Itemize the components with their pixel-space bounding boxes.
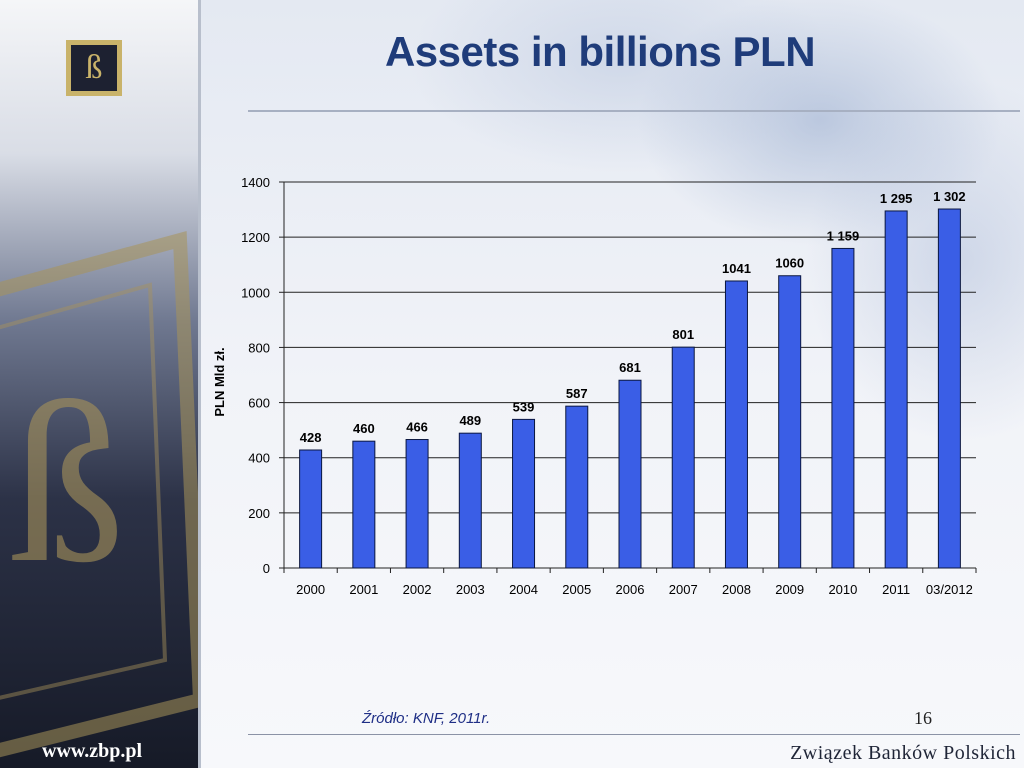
data-label: 1 302 <box>933 189 966 204</box>
data-label: 801 <box>672 327 694 342</box>
bar-2007 <box>671 346 695 569</box>
sidebar-decoration: ß <box>0 0 200 768</box>
chart-bars <box>299 208 961 569</box>
y-axis-label: PLN Mld zł. <box>212 347 227 416</box>
bar-2000 <box>299 449 323 569</box>
bar-2006 <box>618 379 642 569</box>
chart-labels: 0 200 400 600 800 1000 1200 1400 428 2000 460 2001 4… <box>241 175 973 597</box>
organization-name: Związek Banków Polskich <box>790 742 1016 764</box>
data-label: 466 <box>406 420 428 435</box>
y-tick-label: 400 <box>248 451 270 466</box>
bar-2004 <box>512 418 536 569</box>
page-number: 16 <box>914 708 932 728</box>
y-tick-label: 600 <box>248 396 270 411</box>
x-tick-label: 2003 <box>456 582 485 597</box>
bar-2005 <box>565 405 589 569</box>
bar-03/2012 <box>937 208 961 569</box>
website-url: www.zbp.pl <box>42 740 143 762</box>
data-label: 587 <box>566 386 588 401</box>
bar-2003 <box>458 432 482 569</box>
bar-2011 <box>884 210 908 569</box>
bar-2010 <box>831 247 855 569</box>
x-tick-label: 2006 <box>616 582 645 597</box>
data-label: 1 159 <box>827 228 860 243</box>
x-tick-label: 2004 <box>509 582 538 597</box>
data-label: 1 295 <box>880 191 913 206</box>
x-tick-label: 03/2012 <box>926 582 973 597</box>
bar-2009 <box>778 275 802 569</box>
x-tick-label: 2002 <box>403 582 432 597</box>
title-divider <box>248 110 1020 112</box>
bar-2002 <box>405 439 429 569</box>
x-tick-label: 2005 <box>562 582 591 597</box>
y-tick-label: 1400 <box>241 175 270 190</box>
data-label: 1041 <box>722 261 751 276</box>
bank-logo: ß <box>66 40 122 96</box>
y-tick-label: 0 <box>263 561 270 576</box>
svg-text:ß: ß <box>10 355 125 610</box>
data-label: 539 <box>513 399 535 414</box>
sidebar-divider <box>198 0 201 768</box>
bar-2008 <box>724 280 748 569</box>
y-tick-label: 200 <box>248 506 270 521</box>
large-logo-emblem: ß <box>0 230 200 758</box>
data-label: 428 <box>300 430 322 445</box>
bar-2001 <box>352 440 376 569</box>
y-tick-label: 1000 <box>241 285 270 300</box>
data-label: 460 <box>353 421 375 436</box>
y-tick-label: 1200 <box>241 230 270 245</box>
data-label: 1060 <box>775 256 804 271</box>
data-label: 489 <box>459 413 481 428</box>
x-tick-label: 2008 <box>722 582 751 597</box>
x-tick-label: 2010 <box>828 582 857 597</box>
x-tick-label: 2011 <box>882 582 910 597</box>
logo-letter: ß <box>69 43 119 93</box>
page-title: Assets in billions PLN <box>384 28 816 75</box>
footer-divider <box>248 734 1020 735</box>
y-tick-label: 800 <box>248 340 270 355</box>
data-label: 681 <box>619 360 641 375</box>
source-note: Źródło: KNF, 2011r. <box>362 710 491 727</box>
x-tick-label: 2001 <box>349 582 378 597</box>
x-tick-label: 2009 <box>775 582 804 597</box>
x-tick-label: 2007 <box>669 582 698 597</box>
x-tick-label: 2000 <box>296 582 325 597</box>
